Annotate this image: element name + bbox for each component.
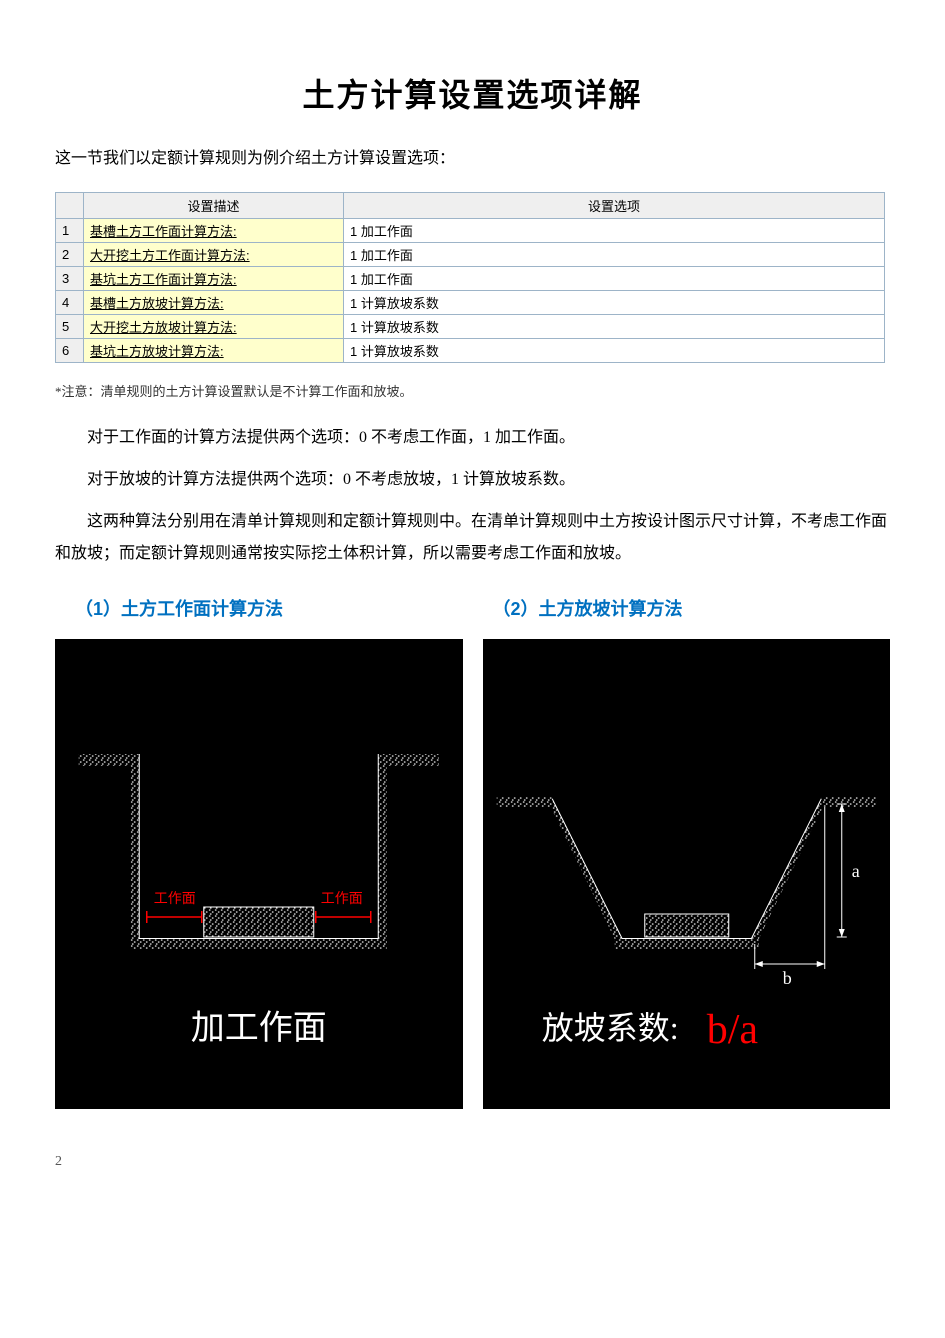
dim-b-label: b <box>782 968 791 988</box>
table-row: 1 基槽土方工作面计算方法: 1 加工作面 <box>56 218 885 242</box>
row-desc: 大开挖土方放坡计算方法: <box>84 314 344 338</box>
row-desc: 基坑土方放坡计算方法: <box>84 338 344 362</box>
table-row: 5 大开挖土方放坡计算方法: 1 计算放坡系数 <box>56 314 885 338</box>
row-number: 5 <box>56 314 84 338</box>
table-header-row: 设置描述 设置选项 <box>56 192 885 218</box>
page-title: 土方计算设置选项详解 <box>55 70 890 116</box>
row-desc: 基槽土方工作面计算方法: <box>84 218 344 242</box>
method-headings-row: （1）土方工作面计算方法 （2）土方放坡计算方法 <box>55 595 890 639</box>
row-number: 2 <box>56 242 84 266</box>
label-working-face-right: 工作面 <box>321 891 363 907</box>
row-number: 4 <box>56 290 84 314</box>
table-row: 2 大开挖土方工作面计算方法: 1 加工作面 <box>56 242 885 266</box>
row-opt: 1 计算放坡系数 <box>344 338 885 362</box>
settings-table: 设置描述 设置选项 1 基槽土方工作面计算方法: 1 加工作面 2 大开挖土方工… <box>55 192 885 363</box>
row-desc: 大开挖土方工作面计算方法: <box>84 242 344 266</box>
diagram1-caption: 加工作面 <box>191 1010 327 1047</box>
diagram2-caption-formula: b/a <box>706 1007 758 1053</box>
row-opt: 1 加工作面 <box>344 242 885 266</box>
diagram2-caption-prefix: 放坡系数: <box>541 1010 678 1046</box>
row-number: 3 <box>56 266 84 290</box>
row-desc: 基槽土方放坡计算方法: <box>84 290 344 314</box>
method-2-title: （2）土方放坡计算方法 <box>473 595 891 621</box>
header-corner <box>56 192 84 218</box>
dim-a-label: a <box>851 861 859 881</box>
diagrams-row: 工作面 工作面 加工作面 <box>55 639 890 1109</box>
label-working-face-left: 工作面 <box>154 891 196 907</box>
page-number: 2 <box>55 1154 890 1170</box>
note: *注意：清单规则的土方计算设置默认是不计算工作面和放坡。 <box>55 381 890 400</box>
row-opt: 1 加工作面 <box>344 218 885 242</box>
row-number: 6 <box>56 338 84 362</box>
diagram-slope-coefficient: a b 放坡系数: b/a <box>483 639 891 1109</box>
row-opt: 1 加工作面 <box>344 266 885 290</box>
method-1-title: （1）土方工作面计算方法 <box>55 595 473 621</box>
paragraph-2: 对于放坡的计算方法提供两个选项：0 不考虑放坡，1 计算放坡系数。 <box>55 464 890 496</box>
table-row: 4 基槽土方放坡计算方法: 1 计算放坡系数 <box>56 290 885 314</box>
paragraph-3: 这两种算法分别用在清单计算规则和定额计算规则中。在清单计算规则中土方按设计图示尺… <box>55 506 890 570</box>
row-number: 1 <box>56 218 84 242</box>
header-desc: 设置描述 <box>84 192 344 218</box>
row-desc: 基坑土方工作面计算方法: <box>84 266 344 290</box>
header-opt: 设置选项 <box>344 192 885 218</box>
table-row: 6 基坑土方放坡计算方法: 1 计算放坡系数 <box>56 338 885 362</box>
paragraph-1: 对于工作面的计算方法提供两个选项：0 不考虑工作面，1 加工作面。 <box>55 422 890 454</box>
row-opt: 1 计算放坡系数 <box>344 290 885 314</box>
row-opt: 1 计算放坡系数 <box>344 314 885 338</box>
diagram-working-face: 工作面 工作面 加工作面 <box>55 639 463 1109</box>
table-row: 3 基坑土方工作面计算方法: 1 加工作面 <box>56 266 885 290</box>
intro-paragraph: 这一节我们以定额计算规则为例介绍土方计算设置选项： <box>55 146 890 172</box>
